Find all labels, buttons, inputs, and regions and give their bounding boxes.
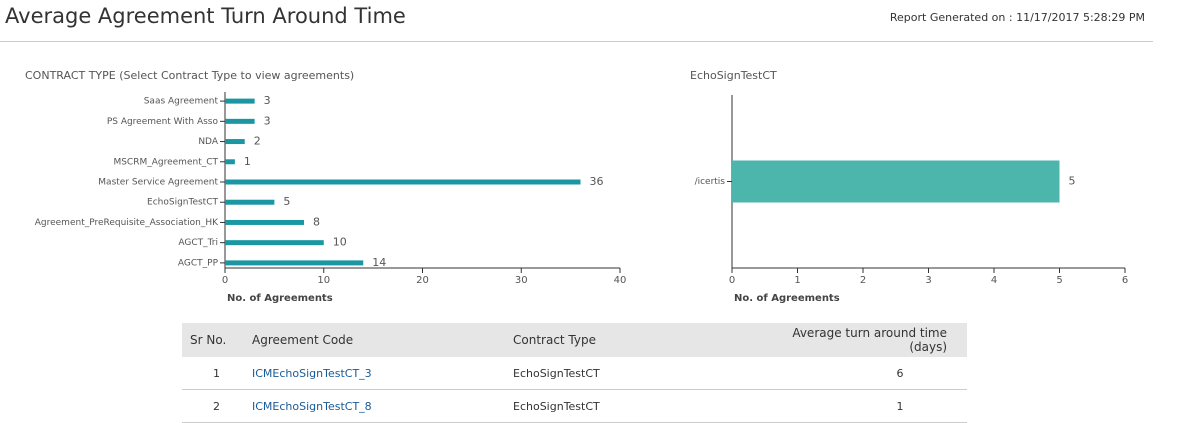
bar[interactable] bbox=[225, 98, 255, 104]
data-label: 10 bbox=[333, 236, 347, 249]
cell: 1 bbox=[774, 389, 967, 423]
y-tick-label: Master Service Agreement bbox=[98, 178, 218, 188]
x-tick-label: 1 bbox=[794, 275, 800, 286]
y-tick-label: MSCRM_Agreement_CT bbox=[113, 157, 218, 167]
x-tick-label: 6 bbox=[1122, 275, 1128, 286]
cell: 6 bbox=[774, 357, 967, 390]
x-tick-label: 3 bbox=[925, 275, 931, 286]
y-tick-label: EchoSignTestCT bbox=[147, 198, 218, 208]
x-tick-label: 2 bbox=[860, 275, 866, 286]
column-header: Agreement Code bbox=[251, 323, 512, 357]
x-tick-label: 10 bbox=[317, 275, 330, 286]
bar[interactable] bbox=[225, 159, 235, 165]
column-header: Sr No. bbox=[182, 323, 251, 357]
data-label: 14 bbox=[372, 256, 386, 269]
y-tick-label: Saas Agreement bbox=[144, 97, 219, 107]
cell: 2 bbox=[182, 389, 251, 423]
x-tick-label: 40 bbox=[614, 275, 627, 286]
y-tick-label: NDA bbox=[198, 137, 219, 147]
x-tick-label: 0 bbox=[222, 275, 228, 286]
x-axis-label: No. of Agreements bbox=[227, 293, 333, 304]
column-header: Average turn around time (days) bbox=[774, 323, 967, 357]
x-tick-label: 4 bbox=[991, 275, 997, 286]
page-title: Average Agreement Turn Around Time bbox=[5, 4, 406, 28]
bar[interactable] bbox=[225, 179, 581, 185]
y-tick-label: AGCT_Tri bbox=[178, 238, 218, 248]
header-row: Sr No. Agreement Code Contract Type Aver… bbox=[182, 323, 967, 357]
data-label: 5 bbox=[1069, 175, 1076, 188]
y-tick-label: PS Agreement With Asso bbox=[107, 117, 219, 127]
cell: EchoSignTestCT bbox=[512, 357, 774, 390]
table-row: 1 ICMEchoSignTestCT_3 EchoSignTestCT 6 bbox=[182, 357, 967, 390]
chart-title: CONTRACT TYPE (Select Contract Type to v… bbox=[25, 69, 354, 82]
column-header: Contract Type bbox=[512, 323, 774, 357]
agreements-table: Sr No. Agreement Code Contract Type Aver… bbox=[182, 323, 967, 423]
bar[interactable] bbox=[225, 139, 245, 145]
bar[interactable] bbox=[225, 219, 304, 225]
divider bbox=[0, 41, 1153, 42]
chart-title: EchoSignTestCT bbox=[690, 69, 777, 82]
x-tick-label: 30 bbox=[515, 275, 528, 286]
data-label: 5 bbox=[283, 195, 290, 208]
data-label: 36 bbox=[590, 175, 604, 188]
bar[interactable] bbox=[225, 260, 364, 266]
data-label: 1 bbox=[244, 155, 251, 168]
x-tick-label: 5 bbox=[1056, 275, 1062, 286]
bar[interactable] bbox=[225, 118, 255, 124]
bar[interactable] bbox=[225, 240, 324, 246]
data-label: 3 bbox=[264, 94, 271, 107]
bar bbox=[732, 160, 1060, 203]
x-axis-label: No. of Agreements bbox=[734, 293, 840, 304]
data-label: 2 bbox=[254, 135, 261, 148]
charts: CONTRACT TYPE (Select Contract Type to v… bbox=[25, 69, 1128, 304]
cell: 1 bbox=[182, 357, 251, 390]
x-tick-label: 20 bbox=[416, 275, 429, 286]
x-tick-label: 0 bbox=[729, 275, 735, 286]
report-date: Report Generated on : 11/17/2017 5:28:29… bbox=[889, 11, 1145, 24]
data-label: 8 bbox=[313, 215, 320, 228]
bar[interactable] bbox=[225, 199, 275, 205]
agreement-link[interactable]: ICMEchoSignTestCT_8 bbox=[252, 399, 372, 413]
table-row: 2 ICMEchoSignTestCT_8 EchoSignTestCT 1 bbox=[182, 389, 967, 423]
y-tick-label: /icertis bbox=[695, 177, 726, 187]
data-label: 3 bbox=[264, 114, 271, 127]
y-tick-label: Agreement_PreRequisite_Association_HK bbox=[35, 218, 219, 228]
cell: EchoSignTestCT bbox=[512, 389, 774, 423]
agreement-link[interactable]: ICMEchoSignTestCT_3 bbox=[252, 366, 372, 380]
y-tick-label: AGCT_PP bbox=[178, 258, 219, 268]
